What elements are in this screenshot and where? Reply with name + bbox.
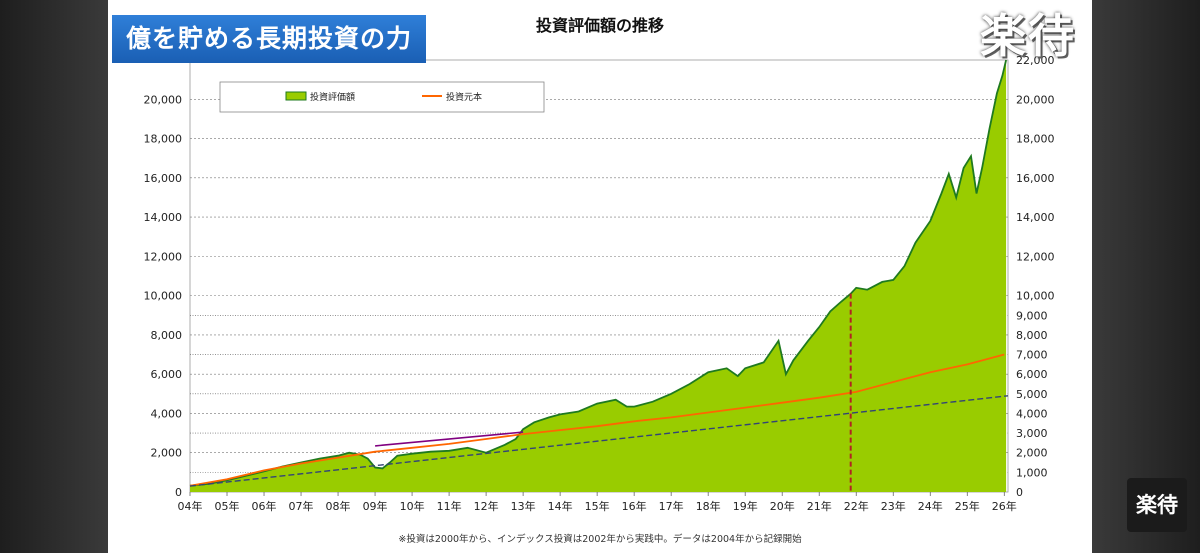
x-tick-label: 17年	[659, 499, 684, 513]
y-left-tick-label: 20,000	[144, 93, 183, 106]
x-tick-label: 24年	[918, 499, 943, 513]
left-background	[0, 0, 108, 553]
y-right-tick-label: 12,000	[1016, 250, 1055, 263]
y-left-tick-label: 6,000	[151, 368, 183, 381]
x-tick-label: 16年	[622, 499, 647, 513]
y-right-tick-label: 16,000	[1016, 172, 1055, 185]
x-tick-label: 10年	[400, 499, 425, 513]
y-left-tick-label: 16,000	[144, 172, 183, 185]
axes: 0 2,000 4,000 6,000 8,000 10,000 12,000 14,000 1…	[144, 54, 1055, 513]
x-tick-label: 23年	[881, 499, 906, 513]
principal-line	[189, 353, 1005, 487]
y-right-tick-label: 10,000	[1016, 290, 1055, 303]
x-tick-label: 15年	[585, 499, 610, 513]
legend-label-principal: 投資元本	[446, 91, 482, 103]
y-left-tick-label: 10,000	[144, 290, 183, 303]
y-right-tick-label: 3,000	[1016, 427, 1048, 440]
y-right-tick-label: 14,000	[1016, 211, 1055, 224]
legend-label-valuation: 投資評価額	[310, 91, 355, 103]
y-left-tick-label: 0	[175, 486, 182, 499]
y-right-tick-label: 1,000	[1016, 466, 1048, 479]
legend-box	[219, 81, 545, 113]
y-right-tick-label: 6,000	[1016, 368, 1048, 381]
legend-swatch-area	[285, 91, 307, 101]
x-tick-label: 07年	[289, 499, 314, 513]
trend-line	[189, 395, 1009, 487]
x-tick-label: 08年	[326, 499, 351, 513]
series-layer	[189, 59, 1009, 492]
y-right-tick-label: 8,000	[1016, 329, 1048, 342]
y-left-tick-label: 2,000	[151, 447, 183, 460]
x-tick-label: 14年	[548, 499, 573, 513]
y-right-tick-label: 7,000	[1016, 349, 1048, 362]
y-right-tick-label: 22,000	[1016, 54, 1055, 67]
y-left-tick-label: 12,000	[144, 250, 183, 263]
banner-title: 億を貯める長期投資の力	[112, 15, 426, 63]
valuation-area	[190, 60, 1007, 492]
valuation-line	[189, 59, 1007, 487]
x-tick-label: 05年	[215, 499, 240, 513]
y-left-tick-label: 4,000	[151, 407, 183, 420]
y-right-tick-label: 5,000	[1016, 388, 1048, 401]
y-right-tick-label: 20,000	[1016, 93, 1055, 106]
y-left-tick-label: 18,000	[144, 133, 183, 146]
y-right-tick-label: 2,000	[1016, 447, 1048, 460]
chart: 投資評価額の推移 0 2,000 4,000 6,000 8,000 10,000 12,0…	[144, 16, 1055, 545]
watermark-small: 楽待	[1127, 478, 1187, 532]
y-right-tick-label: 18,000	[1016, 133, 1055, 146]
watermark-large: 楽待	[980, 9, 1076, 63]
y-right-tick-label: 0	[1016, 486, 1023, 499]
x-tick-label: 20年	[770, 499, 795, 513]
chart-title: 投資評価額の推移	[536, 16, 664, 35]
x-tick-label: 13年	[511, 499, 536, 513]
x-tick-label: 19年	[733, 499, 758, 513]
y-right-tick-label: 9,000	[1016, 309, 1048, 322]
x-tick-label: 04年	[178, 499, 203, 513]
x-tick-label: 26年	[992, 499, 1017, 513]
x-tick-label: 12年	[474, 499, 499, 513]
y-left-tick-label: 14,000	[144, 211, 183, 224]
x-tick-label: 22年	[844, 499, 869, 513]
x-tick-label: 06年	[252, 499, 277, 513]
x-tick-label: 09年	[363, 499, 388, 513]
right-background	[1092, 0, 1200, 553]
chart-footnote: ※投資は2000年から、インデックス投資は2002年から実践中。データは2004…	[398, 533, 802, 545]
x-tick-label: 21年	[807, 499, 832, 513]
legend: 投資評価額 投資元本	[219, 81, 545, 113]
trend-line-early	[375, 431, 524, 447]
y-left-tick-label: 8,000	[151, 329, 183, 342]
x-tick-label: 18年	[696, 499, 721, 513]
x-tick-label: 25年	[955, 499, 980, 513]
y-right-tick-label: 4,000	[1016, 407, 1048, 420]
x-tick-label: 11年	[437, 499, 462, 513]
